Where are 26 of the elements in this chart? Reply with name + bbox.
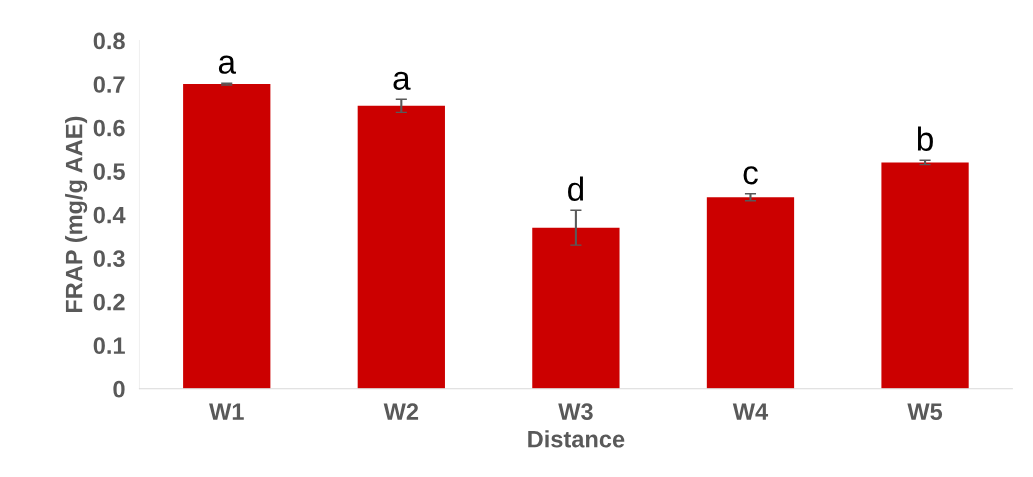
x-axis-title: Distance — [528, 430, 625, 448]
x-tick-label: W4 — [732, 403, 769, 420]
annotation: d — [568, 176, 584, 201]
y-axis-title: FRAP (mg/g AAE) — [65, 116, 88, 313]
annotation: b — [917, 126, 933, 151]
y-tick-label: 0.5 — [93, 163, 125, 180]
y-tick-label: 0.4 — [93, 206, 126, 224]
x-tick-label: W3 — [558, 403, 593, 421]
annotation: a — [218, 55, 237, 74]
y-tick-label: 0.2 — [93, 293, 125, 311]
annotation: a — [393, 71, 411, 90]
y-tick-label: 0.8 — [93, 32, 125, 50]
x-tick-label: W2 — [383, 403, 419, 420]
y-tick-label: 0.7 — [93, 76, 125, 93]
bar — [532, 227, 620, 389]
y-tick-label: 0.6 — [93, 119, 125, 137]
annotation: c — [743, 166, 758, 185]
bar — [357, 105, 445, 389]
y-tick-label: 0.3 — [93, 250, 125, 267]
x-tick-label: W1 — [209, 403, 244, 420]
x-tick-label: W5 — [907, 403, 943, 420]
y-tick-label: 0.1 — [93, 337, 125, 355]
bar — [881, 162, 969, 389]
bar — [706, 197, 795, 389]
bar — [183, 84, 271, 389]
y-tick-label: 0 — [113, 380, 125, 398]
